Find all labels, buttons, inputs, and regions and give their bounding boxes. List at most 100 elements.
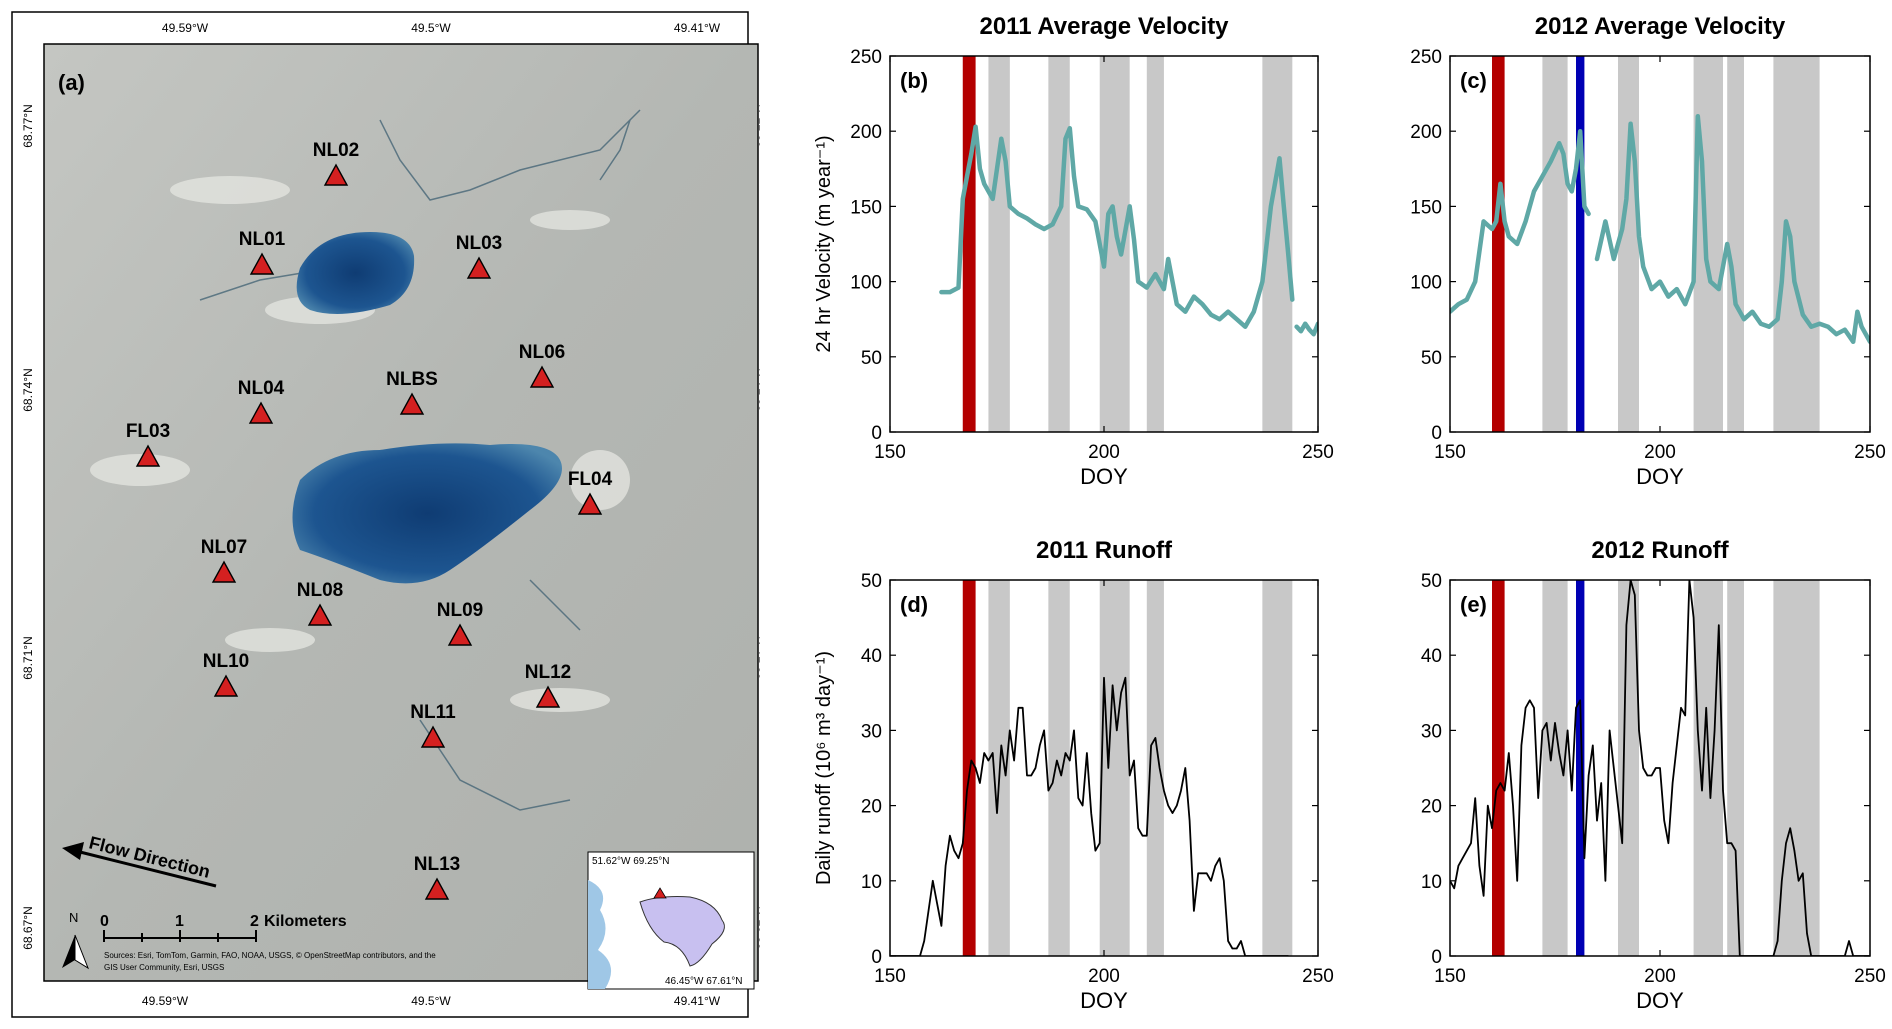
y-tick-label: 0 <box>871 947 882 968</box>
snow-patches <box>90 176 630 712</box>
station-label: NL07 <box>201 537 247 558</box>
blue-band <box>1576 56 1585 432</box>
y-tick-label: 100 <box>1410 273 1442 294</box>
chart-title: 2012 Average Velocity <box>1535 13 1786 40</box>
streams <box>199 109 641 811</box>
scale-unit: Kilometers <box>264 913 347 930</box>
gray-band <box>1773 56 1820 432</box>
map-right-tick-label: 68.67°N <box>757 906 760 950</box>
gray-band <box>1542 56 1568 432</box>
x-axis-label: DOY <box>1636 988 1684 1013</box>
station-label: NL03 <box>456 233 502 254</box>
station-label: NL09 <box>437 600 483 621</box>
x-tick-label: 150 <box>1434 442 1466 463</box>
map-left-ticks: 68.77°N 68.74°N 68.71°N 68.67°N <box>21 104 35 950</box>
x-tick-label: 250 <box>1302 966 1334 987</box>
map-right-tick-label: 68.71°N <box>757 636 760 680</box>
station-triangle-icon <box>577 492 603 515</box>
scale-tick-1: 1 <box>175 913 184 930</box>
map-top-tick-label: 49.5°W <box>411 21 451 35</box>
station-label: FL03 <box>126 421 170 442</box>
gray-band <box>988 56 1010 432</box>
imagery-frame <box>43 43 759 982</box>
station-triangle-icon <box>213 674 239 697</box>
map-bottom-tick-label: 49.59°W <box>142 994 189 1008</box>
north-lake <box>292 443 562 584</box>
x-tick-label: 250 <box>1854 442 1886 463</box>
series-line-velocity-tail <box>1294 321 1318 337</box>
gray-band <box>1727 580 1744 956</box>
map-bottom-tick-label: 49.5°W <box>411 994 451 1008</box>
station-label: NLBS <box>386 369 438 390</box>
y-tick-label: 200 <box>1410 122 1442 143</box>
map-bottom-ticks: 49.59°W 49.5°W 49.41°W <box>142 994 721 1008</box>
panel-label: (b) <box>900 68 928 93</box>
red-band <box>962 56 976 432</box>
chart-title: 2011 Average Velocity <box>979 13 1229 40</box>
series-line-velocity <box>939 124 1295 329</box>
scale-tick-2: 2 <box>250 913 259 930</box>
station-triangle-icon <box>135 444 161 467</box>
gray-band <box>1146 56 1164 432</box>
red-band <box>962 580 976 956</box>
map-left-tick-label: 68.74°N <box>21 368 35 412</box>
station-triangle-icon <box>424 877 450 900</box>
y-axis-label: Daily runoff (10⁶ m³ day⁻¹) <box>813 651 835 885</box>
inset-topleft-coord: 51.62°W 69.25°N <box>592 856 670 867</box>
y-tick-label: 0 <box>1431 947 1442 968</box>
y-tick-label: 0 <box>1431 423 1442 444</box>
inset-bottomright-coord: 46.45°W 67.61°N <box>665 976 743 987</box>
station-label: NL12 <box>525 662 571 683</box>
map-panel: 68.77°N68.74°N68.71°N68.67°N 68.77°N68.7… <box>11 11 760 1018</box>
station-triangle-icon <box>420 725 446 748</box>
panel-label: (d) <box>900 592 928 617</box>
upper-lake <box>296 232 415 314</box>
gray-band <box>1618 580 1639 956</box>
x-tick-label: 200 <box>1644 966 1676 987</box>
y-tick-label: 30 <box>861 721 882 742</box>
chart-2011-velocity: 2011 Average Velocity 150 200 250 0 50 100 150 2… <box>813 13 1334 489</box>
y-tick-label: 0 <box>871 423 882 444</box>
map-left-tick-label: 68.77°N <box>21 104 35 148</box>
station-label: FL04 <box>568 469 613 490</box>
map-right-tick-label: 68.77°N <box>757 104 760 148</box>
chart-title: 2012 Runoff <box>1591 537 1729 564</box>
map-left-tick-label: 68.67°N <box>21 906 35 950</box>
series-line-runoff <box>890 676 1289 956</box>
gray-band <box>1262 580 1293 956</box>
y-tick-label: 20 <box>1421 797 1442 818</box>
station-triangle-icon <box>249 252 275 275</box>
y-tick-label: 150 <box>850 197 882 218</box>
station-label: NL08 <box>297 580 343 601</box>
station-triangle-icon <box>447 623 473 646</box>
gray-band <box>1618 56 1639 432</box>
x-tick-label: 250 <box>1854 966 1886 987</box>
scale-tick-0: 0 <box>100 913 109 930</box>
x-tick-label: 250 <box>1302 442 1334 463</box>
map-panel-label: (a) <box>58 70 85 95</box>
y-tick-label: 40 <box>1421 646 1442 667</box>
map-right-tick-label: 68.74°N <box>757 368 760 412</box>
chart-2012-runoff: 2012 Runoff 150 200 250 0 10 20 30 40 50 DOY (e) <box>1421 537 1886 1013</box>
x-axis-label: DOY <box>1636 464 1684 489</box>
station-triangle-icon <box>248 401 274 424</box>
station-triangle-icon <box>535 685 561 708</box>
x-tick-label: 150 <box>874 966 906 987</box>
y-tick-label: 40 <box>861 646 882 667</box>
map-top-tick-label: 49.41°W <box>674 21 721 35</box>
station-triangle-icon <box>466 256 492 279</box>
station-triangle-icon <box>399 392 425 415</box>
station-label: NL06 <box>519 342 565 363</box>
gray-band <box>1693 56 1723 432</box>
x-tick-label: 150 <box>1434 966 1466 987</box>
map-top-ticks: 49.59°W 49.5°W 49.41°W <box>162 21 721 35</box>
sources-line-1: Sources: Esri, TomTom, Garmin, FAO, NOAA… <box>104 951 436 960</box>
map-right-ticks: 68.77°N 68.74°N 68.71°N 68.67°N <box>757 104 760 950</box>
station-triangle-icon <box>307 603 333 626</box>
x-axis-label: DOY <box>1080 988 1128 1013</box>
station-label: NL01 <box>239 229 286 250</box>
y-tick-label: 50 <box>1421 571 1442 592</box>
station-triangle-icon <box>323 163 349 186</box>
panel-label: (e) <box>1460 592 1487 617</box>
station-triangle-icon <box>211 560 237 583</box>
